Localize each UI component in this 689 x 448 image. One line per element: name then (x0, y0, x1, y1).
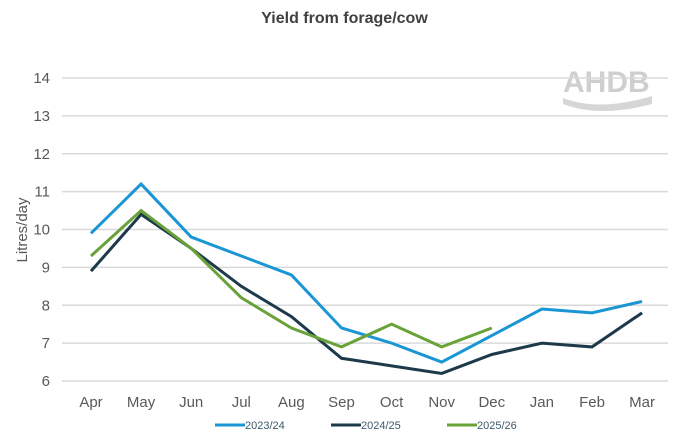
x-tick-label: Dec (478, 394, 505, 411)
y-tick-label: 6 (42, 373, 50, 390)
legend-label: 2023/24 (245, 420, 285, 432)
y-tick-label: 12 (33, 146, 50, 163)
x-tick-label: Mar (629, 394, 655, 411)
y-tick-label: 9 (42, 259, 50, 276)
x-tick-label: Feb (579, 394, 605, 411)
y-tick-label: 8 (42, 297, 50, 314)
x-tick-label: Jan (530, 394, 554, 411)
logo-text: AHDB (563, 66, 650, 99)
y-tick-label: 7 (42, 335, 50, 352)
ahdb-logo: AHDB (563, 66, 652, 111)
x-tick-label: Aug (278, 394, 305, 411)
chart-title: Yield from forage/cow (261, 10, 428, 27)
series-line-2024-25 (89, 212, 643, 375)
y-tick-label: 10 (33, 222, 50, 239)
x-tick-label: Jun (179, 394, 203, 411)
x-tick-label: Nov (428, 394, 455, 411)
y-tick-label: 11 (34, 184, 50, 201)
x-tick-label: Oct (380, 394, 404, 411)
y-tick-label: 13 (33, 108, 50, 125)
x-tick-label: Apr (79, 394, 102, 411)
series-line-2025-26 (89, 208, 493, 349)
y-axis-label: Litres/day (14, 197, 31, 263)
x-tick-label: Sep (328, 394, 355, 411)
y-tick-label: 14 (33, 70, 50, 87)
legend-label: 2025/26 (477, 420, 517, 432)
x-tick-label: May (127, 394, 156, 411)
x-tick-label: Jul (232, 394, 251, 411)
legend-label: 2024/25 (361, 420, 401, 432)
